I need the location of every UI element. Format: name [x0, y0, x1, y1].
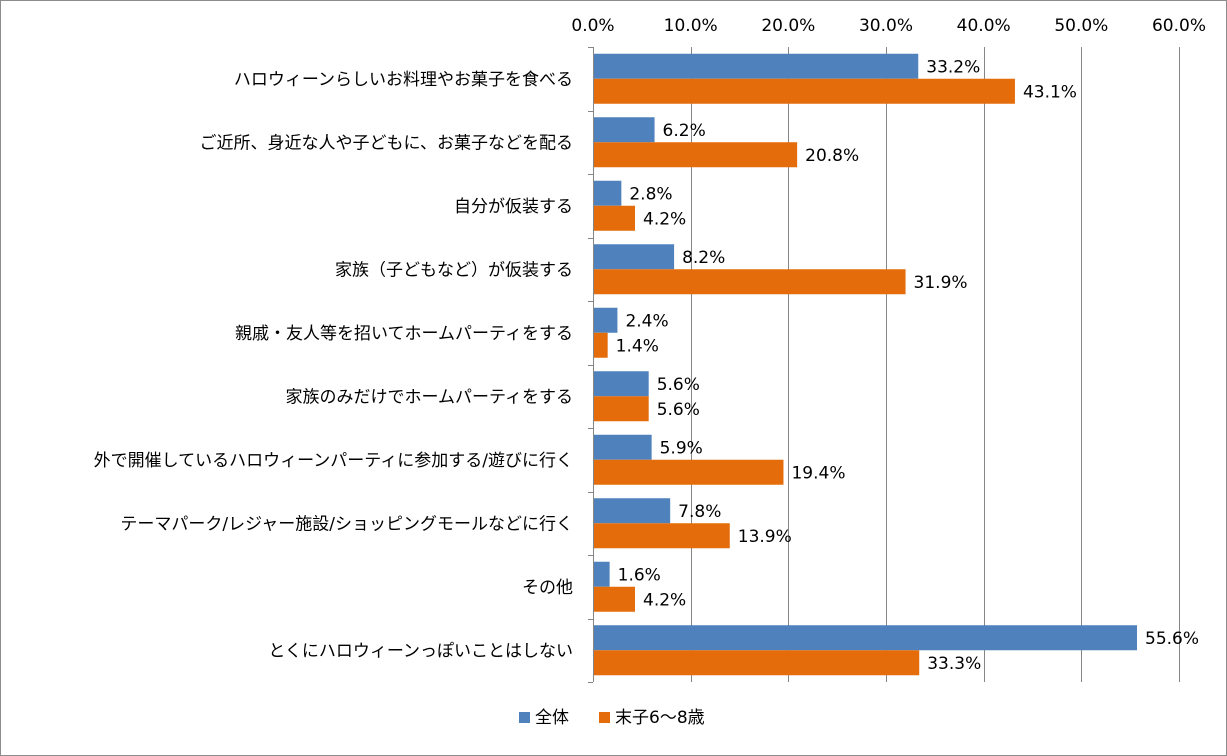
bar-overall	[594, 307, 618, 333]
legend-label: 全体	[535, 708, 569, 728]
category-label: 親戚・友人等を招いてホームパーティをする	[235, 324, 573, 344]
bar-youngest-6-8	[594, 142, 798, 168]
data-label: 6.2%	[663, 121, 706, 141]
category-label: 家族のみだけでホームパーティをする	[286, 387, 573, 407]
x-tick-label: 30.0%	[859, 16, 913, 36]
bar-overall	[594, 117, 655, 143]
x-axis-ticks: 0.0% 10.0% 20.0% 30.0% 40.0% 50.0% 60.0%	[571, 16, 1206, 36]
legend-label: 末子6〜8歳	[615, 708, 705, 728]
category-label: ハロウィーンらしいお料理やお菓子を食べる	[234, 70, 573, 90]
x-tick-label: 40.0%	[957, 16, 1011, 36]
data-label: 55.6%	[1145, 629, 1199, 649]
category-label: その他	[522, 578, 573, 598]
category-label: テーマパーク/レジャー施設/ショッピングモールなどに行く	[120, 514, 573, 534]
x-tick-label: 0.0%	[571, 16, 614, 36]
bar-youngest-6-8	[594, 586, 636, 612]
data-label: 7.8%	[678, 502, 721, 522]
data-label: 31.9%	[914, 273, 968, 293]
bar-overall	[594, 561, 610, 587]
bar-youngest-6-8	[594, 78, 1015, 104]
category-label: とくにハロウィーンっぽいことはしない	[268, 641, 573, 661]
data-label: 8.2%	[682, 248, 725, 268]
bar-overall	[594, 498, 671, 524]
bars	[594, 53, 1138, 676]
data-label: 13.9%	[738, 527, 792, 547]
x-tick-label: 60.0%	[1152, 16, 1206, 36]
data-labels: 33.2% 43.1% 6.2% 20.8% 2.8% 4.2% 8.2% 31.9% 2.4%…	[616, 57, 1199, 674]
data-label: 20.8%	[805, 146, 859, 166]
bar-overall	[594, 180, 622, 206]
category-label: ご近所、身近な人や子どもに、お菓子などを配る	[200, 133, 574, 153]
bar-youngest-6-8	[594, 459, 784, 485]
legend-swatch	[599, 712, 610, 723]
data-label: 43.1%	[1023, 82, 1077, 102]
data-label: 19.4%	[791, 463, 845, 483]
category-label: 家族（子どもなど）が仮装する	[335, 260, 573, 280]
data-label: 5.9%	[660, 438, 703, 458]
data-label: 5.6%	[657, 375, 700, 395]
bar-youngest-6-8	[594, 523, 730, 549]
data-label: 2.4%	[625, 311, 668, 331]
category-labels: ハロウィーンらしいお料理やお菓子を食べるご近所、身近な人や子どもに、お菓子などを…	[94, 70, 573, 662]
legend: 全体 末子6〜8歳	[519, 708, 705, 728]
bar-youngest-6-8	[594, 269, 906, 295]
data-label: 1.4%	[616, 336, 659, 356]
category-label: 自分が仮装する	[454, 197, 573, 217]
legend-swatch	[519, 712, 530, 723]
bar-youngest-6-8	[594, 332, 608, 358]
x-tick-label: 50.0%	[1054, 16, 1108, 36]
bar-youngest-6-8	[594, 650, 920, 676]
bar-overall	[594, 53, 919, 79]
bar-overall	[594, 244, 675, 270]
data-label: 5.6%	[657, 400, 700, 420]
data-label: 2.8%	[629, 184, 672, 204]
data-label: 1.6%	[618, 565, 661, 585]
x-tick-label: 10.0%	[664, 16, 718, 36]
data-label: 33.3%	[927, 654, 981, 674]
data-label: 33.2%	[926, 57, 980, 77]
bar-youngest-6-8	[594, 396, 649, 422]
data-label: 4.2%	[643, 590, 686, 610]
bar-youngest-6-8	[594, 205, 636, 231]
bar-overall	[594, 434, 652, 460]
x-tick-label: 20.0%	[761, 16, 815, 36]
bar-overall	[594, 625, 1138, 651]
data-label: 4.2%	[643, 209, 686, 229]
category-label: 外で開催しているハロウィーンパーティに参加する/遊びに行く	[94, 451, 573, 471]
bar-overall	[594, 371, 649, 397]
